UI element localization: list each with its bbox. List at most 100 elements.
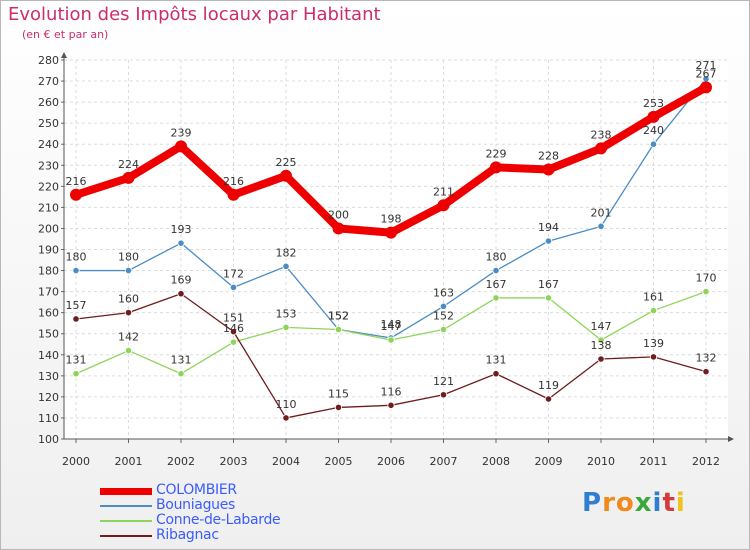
x-tick-label: 2002 — [167, 455, 195, 468]
legend-swatch — [100, 487, 152, 495]
data-point — [124, 346, 133, 355]
data-label: 138 — [591, 339, 612, 352]
data-point — [229, 338, 238, 346]
y-tick-label: 280 — [38, 54, 59, 67]
y-axis-arrow — [61, 52, 67, 58]
data-label: 239 — [171, 126, 192, 139]
data-point — [649, 353, 658, 361]
y-tick-label: 110 — [38, 412, 59, 425]
proxiti-logo: Proxiti — [582, 488, 686, 518]
data-point — [282, 414, 290, 422]
x-tick-label: 2004 — [272, 455, 300, 468]
y-tick-label: 210 — [38, 201, 59, 214]
x-tick-label: 2007 — [430, 455, 458, 468]
y-tick-label: 150 — [38, 328, 59, 341]
data-label: 116 — [381, 385, 402, 398]
data-label: 110 — [276, 398, 297, 411]
legend-swatch — [100, 520, 152, 522]
data-label: 119 — [538, 379, 559, 392]
data-label: 152 — [433, 310, 454, 323]
logo-letter: P — [582, 488, 603, 518]
logo-letter: r — [602, 488, 616, 518]
x-tick-label: 2005 — [325, 455, 353, 468]
data-label: 238 — [591, 128, 612, 141]
data-point — [282, 262, 290, 270]
x-tick-label: 2006 — [377, 455, 405, 468]
x-tick-label: 2011 — [640, 455, 668, 468]
data-point — [175, 140, 187, 153]
data-label: 153 — [276, 307, 297, 320]
logo-letter: i — [675, 488, 686, 518]
data-label: 152 — [328, 310, 349, 323]
legend-label: COLOMBIER — [156, 482, 237, 498]
chart-title: Evolution des Impôts locaux par Habitant — [8, 4, 381, 25]
data-point — [387, 401, 395, 409]
y-tick-label: 200 — [38, 222, 59, 235]
y-tick-label: 170 — [38, 286, 59, 299]
data-label: 180 — [118, 251, 139, 264]
data-label: 148 — [381, 318, 402, 331]
data-point — [544, 237, 553, 245]
data-label: 267 — [696, 67, 717, 80]
y-tick-label: 140 — [38, 349, 59, 362]
data-label: 142 — [118, 331, 139, 344]
data-label: 115 — [328, 387, 349, 400]
data-point — [595, 142, 607, 155]
data-point — [282, 323, 290, 332]
x-axis-arrow — [728, 436, 734, 442]
legend-label: Conne-de-Labarde — [156, 512, 281, 528]
data-point — [334, 403, 343, 412]
data-label: 271 — [696, 59, 717, 72]
data-label: 169 — [171, 274, 192, 287]
data-point — [229, 283, 238, 291]
data-point — [597, 355, 605, 363]
data-label: 152 — [328, 310, 349, 323]
x-tick-label: 2012 — [692, 455, 720, 468]
logo-letter: i — [652, 488, 663, 518]
x-tick-label: 2008 — [482, 455, 510, 468]
data-point — [177, 290, 185, 298]
data-label: 160 — [118, 293, 139, 306]
data-point — [647, 110, 660, 123]
data-point — [439, 325, 448, 334]
data-label: 216 — [223, 175, 244, 188]
legend-label: Bouniagues — [156, 497, 236, 513]
data-point — [649, 306, 658, 315]
data-point — [334, 325, 343, 334]
x-tick-label: 2001 — [115, 455, 143, 468]
data-point — [229, 328, 238, 336]
x-tick-label: 2003 — [220, 455, 248, 468]
data-point — [227, 188, 240, 201]
data-label: 225 — [276, 156, 297, 169]
data-label: 228 — [538, 149, 559, 162]
y-tick-label: 220 — [38, 180, 59, 193]
data-label: 201 — [591, 206, 612, 219]
data-label: 146 — [223, 322, 244, 335]
legend-swatch — [100, 505, 152, 507]
data-point — [649, 140, 658, 148]
data-label: 172 — [223, 267, 244, 280]
data-point — [332, 222, 345, 235]
data-label: 170 — [696, 272, 717, 285]
data-label: 180 — [66, 251, 87, 264]
data-label: 163 — [433, 286, 454, 299]
x-tick-label: 2000 — [62, 455, 90, 468]
data-label: 132 — [696, 352, 717, 365]
data-label: 229 — [486, 147, 507, 160]
data-label: 147 — [381, 320, 402, 333]
data-point — [437, 199, 450, 212]
line-chart: 100 110 120 130 140 150 160 170 180 190 200 210 220 2… — [38, 52, 734, 468]
y-tick-label: 190 — [38, 244, 59, 257]
data-label: 180 — [486, 251, 507, 264]
data-point — [70, 188, 82, 201]
data-point — [72, 315, 80, 323]
data-point — [439, 302, 448, 310]
x-tick-label: 2009 — [535, 455, 563, 468]
data-point — [544, 294, 553, 302]
data-point — [544, 395, 553, 403]
data-label: 200 — [328, 208, 349, 221]
data-point — [280, 169, 292, 182]
data-label: 147 — [591, 320, 612, 333]
data-point — [702, 288, 710, 296]
data-label: 131 — [486, 354, 507, 367]
